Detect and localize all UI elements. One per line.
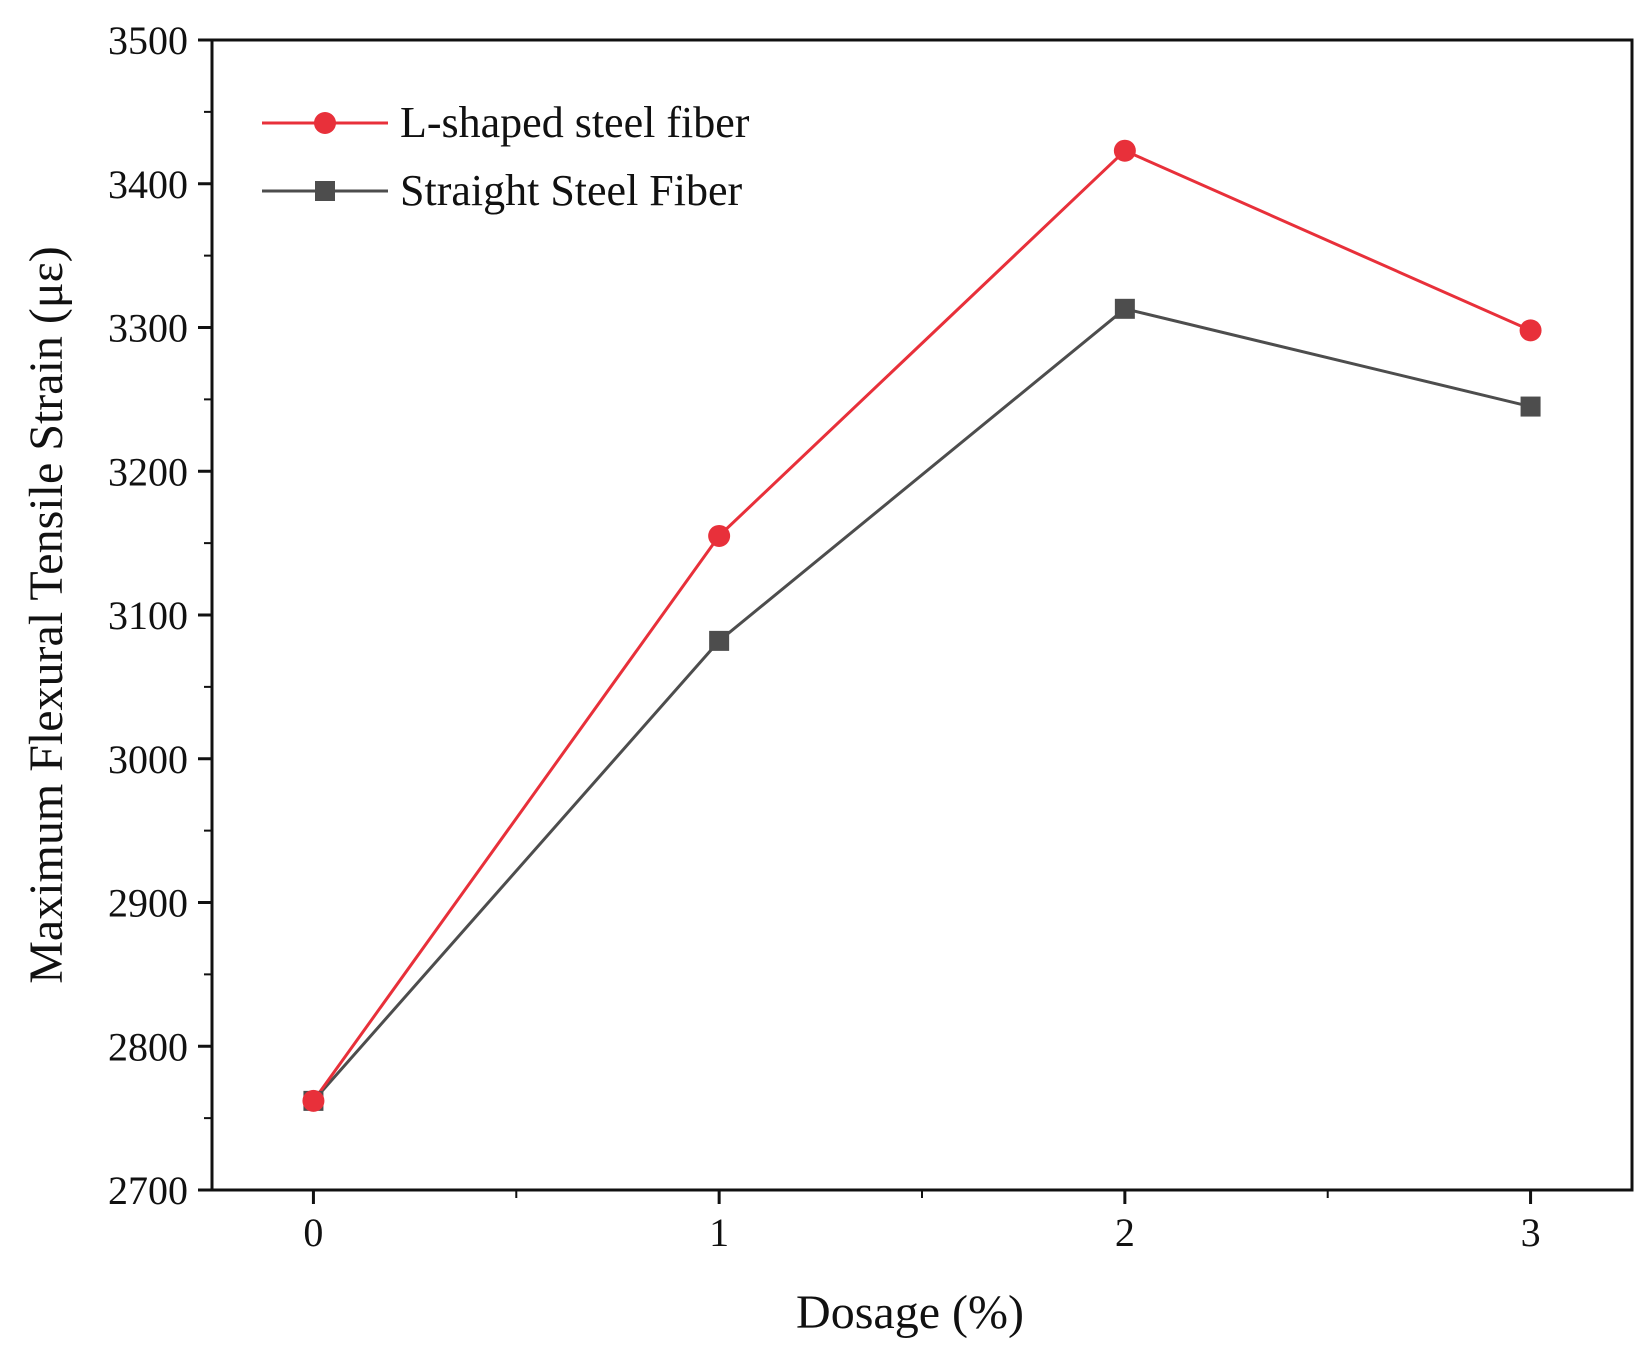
y-tick-label: 3400 <box>108 162 188 207</box>
x-tick-label: 3 <box>1521 1210 1541 1255</box>
y-axis: 2700 2800 2900 3000 3100 3200 3300 3400 3500 <box>108 18 212 1213</box>
series-line-straight <box>312 307 1531 1102</box>
x-tick-label: 1 <box>709 1210 729 1255</box>
y-tick-label: 2700 <box>108 1168 188 1213</box>
y-tick-label: 3100 <box>108 593 188 638</box>
legend-marker-straight <box>315 181 335 201</box>
legend-label-l-shaped: L-shaped steel fiber <box>400 98 750 147</box>
data-point-l-shaped <box>302 1089 325 1112</box>
y-tick-label: 3200 <box>108 449 188 494</box>
legend: L-shaped steel fiber Straight Steel Fibe… <box>262 98 750 215</box>
y-tick-label: 2800 <box>108 1024 188 1069</box>
y-tick-label: 3300 <box>108 306 188 351</box>
data-point-l-shaped <box>1519 319 1542 342</box>
series-line-l-shaped <box>312 149 1532 1102</box>
series-layer <box>302 139 1542 1112</box>
data-point-straight <box>1520 396 1541 417</box>
y-tick-label: 2900 <box>108 881 188 926</box>
x-axis: 0 1 2 3 <box>303 1190 1541 1255</box>
data-point-straight <box>1114 298 1135 319</box>
x-axis-title: Dosage (%) <box>796 1286 1024 1339</box>
y-tick-label: 3000 <box>108 737 188 782</box>
data-point-straight <box>709 630 730 651</box>
legend-marker-l-shaped <box>314 112 336 134</box>
y-tick-label: 3500 <box>108 18 188 63</box>
y-axis-title: Maximum Flexural Tensile Strain (με) <box>20 246 73 984</box>
x-tick-label: 2 <box>1115 1210 1135 1255</box>
x-tick-label: 0 <box>303 1210 323 1255</box>
legend-label-straight: Straight Steel Fiber <box>400 166 743 215</box>
data-point-l-shaped <box>708 524 731 547</box>
data-point-l-shaped <box>1113 139 1136 162</box>
